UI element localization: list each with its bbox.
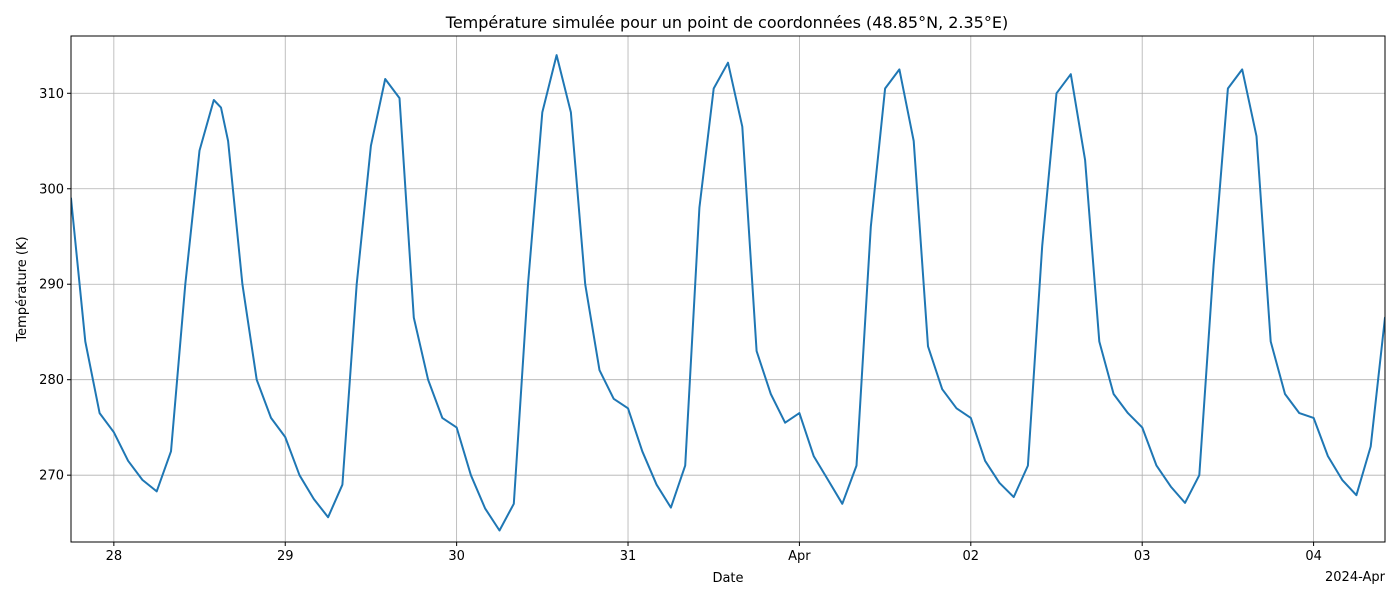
x-tick-label: 04 [1305,549,1322,564]
x-tick-label: Apr [788,549,811,564]
x-tick-label: 28 [106,549,123,564]
y-tick-label: 280 [39,373,64,388]
plot-frame [70,35,1386,543]
series-group [71,54,1385,532]
axis-ticks: 28 29 30 31 Apr 02 03 04 270 280 290 300 310 [39,87,1322,564]
temperature-line [71,54,1385,532]
grid-lines [71,36,1385,542]
x-axis-offset-label: 2024-Apr [1325,570,1386,585]
y-axis-label: Température (K) [15,236,30,342]
x-tick-label: 31 [620,549,637,564]
chart-title: Température simulée pour un point de coo… [445,13,1008,32]
y-tick-label: 310 [39,87,64,102]
x-tick-label: 02 [963,549,980,564]
x-axis-label: Date [712,571,743,586]
x-tick-label: 29 [277,549,294,564]
y-tick-label: 270 [39,469,64,484]
x-tick-label: 30 [448,549,465,564]
x-tick-label: 03 [1134,549,1151,564]
y-tick-label: 290 [39,278,64,293]
y-tick-label: 300 [39,182,64,197]
